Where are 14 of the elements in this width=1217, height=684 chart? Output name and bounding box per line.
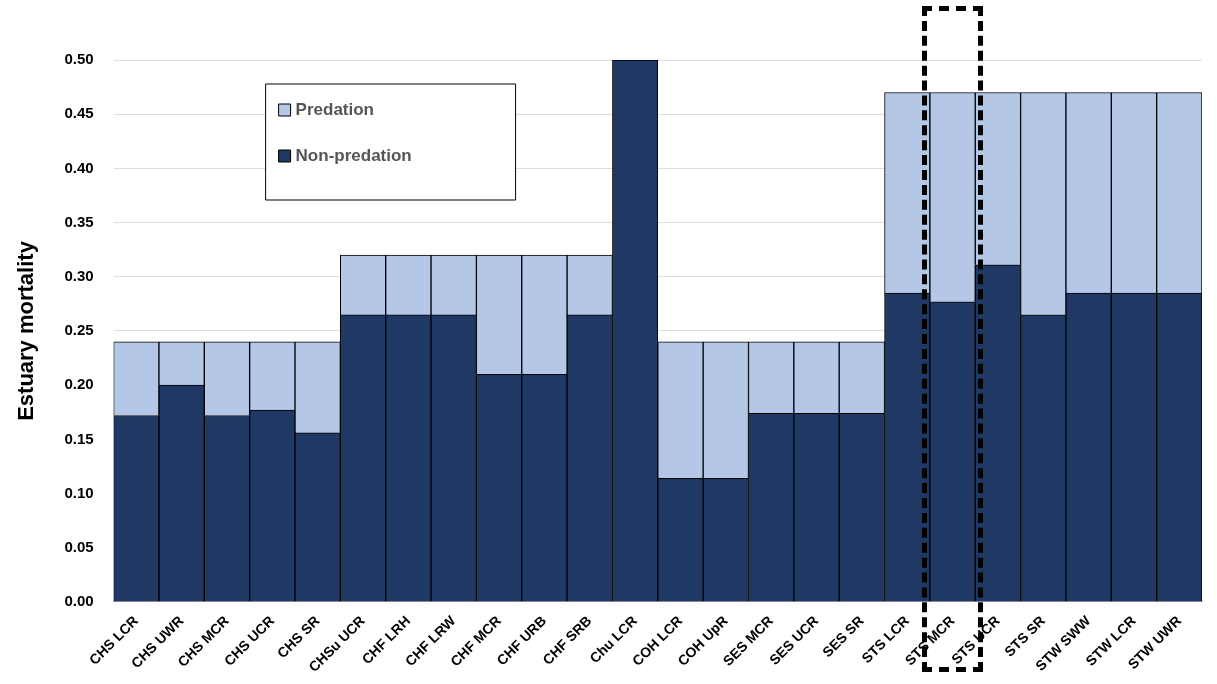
y-tick-label: 0.50 (64, 50, 94, 68)
y-tick-label: 0.30 (64, 266, 94, 284)
y-tick-label: 0.25 (64, 321, 94, 339)
y-tick-label: 0.45 (64, 104, 94, 122)
y-tick-label: 0.10 (64, 483, 94, 501)
y-axis-title: Estuary mortality (13, 240, 39, 421)
y-tick-label: 0.15 (64, 429, 94, 447)
y-tick-label: 0.05 (64, 537, 94, 555)
legend-label: Predation (295, 99, 374, 119)
y-tick-label: 0.35 (64, 212, 94, 230)
y-tick-label: 0.40 (64, 158, 94, 176)
y-tick-label: 0.20 (64, 375, 94, 393)
y-tick-label: 0.00 (64, 592, 94, 610)
legend-label: Non-predation (295, 145, 412, 165)
